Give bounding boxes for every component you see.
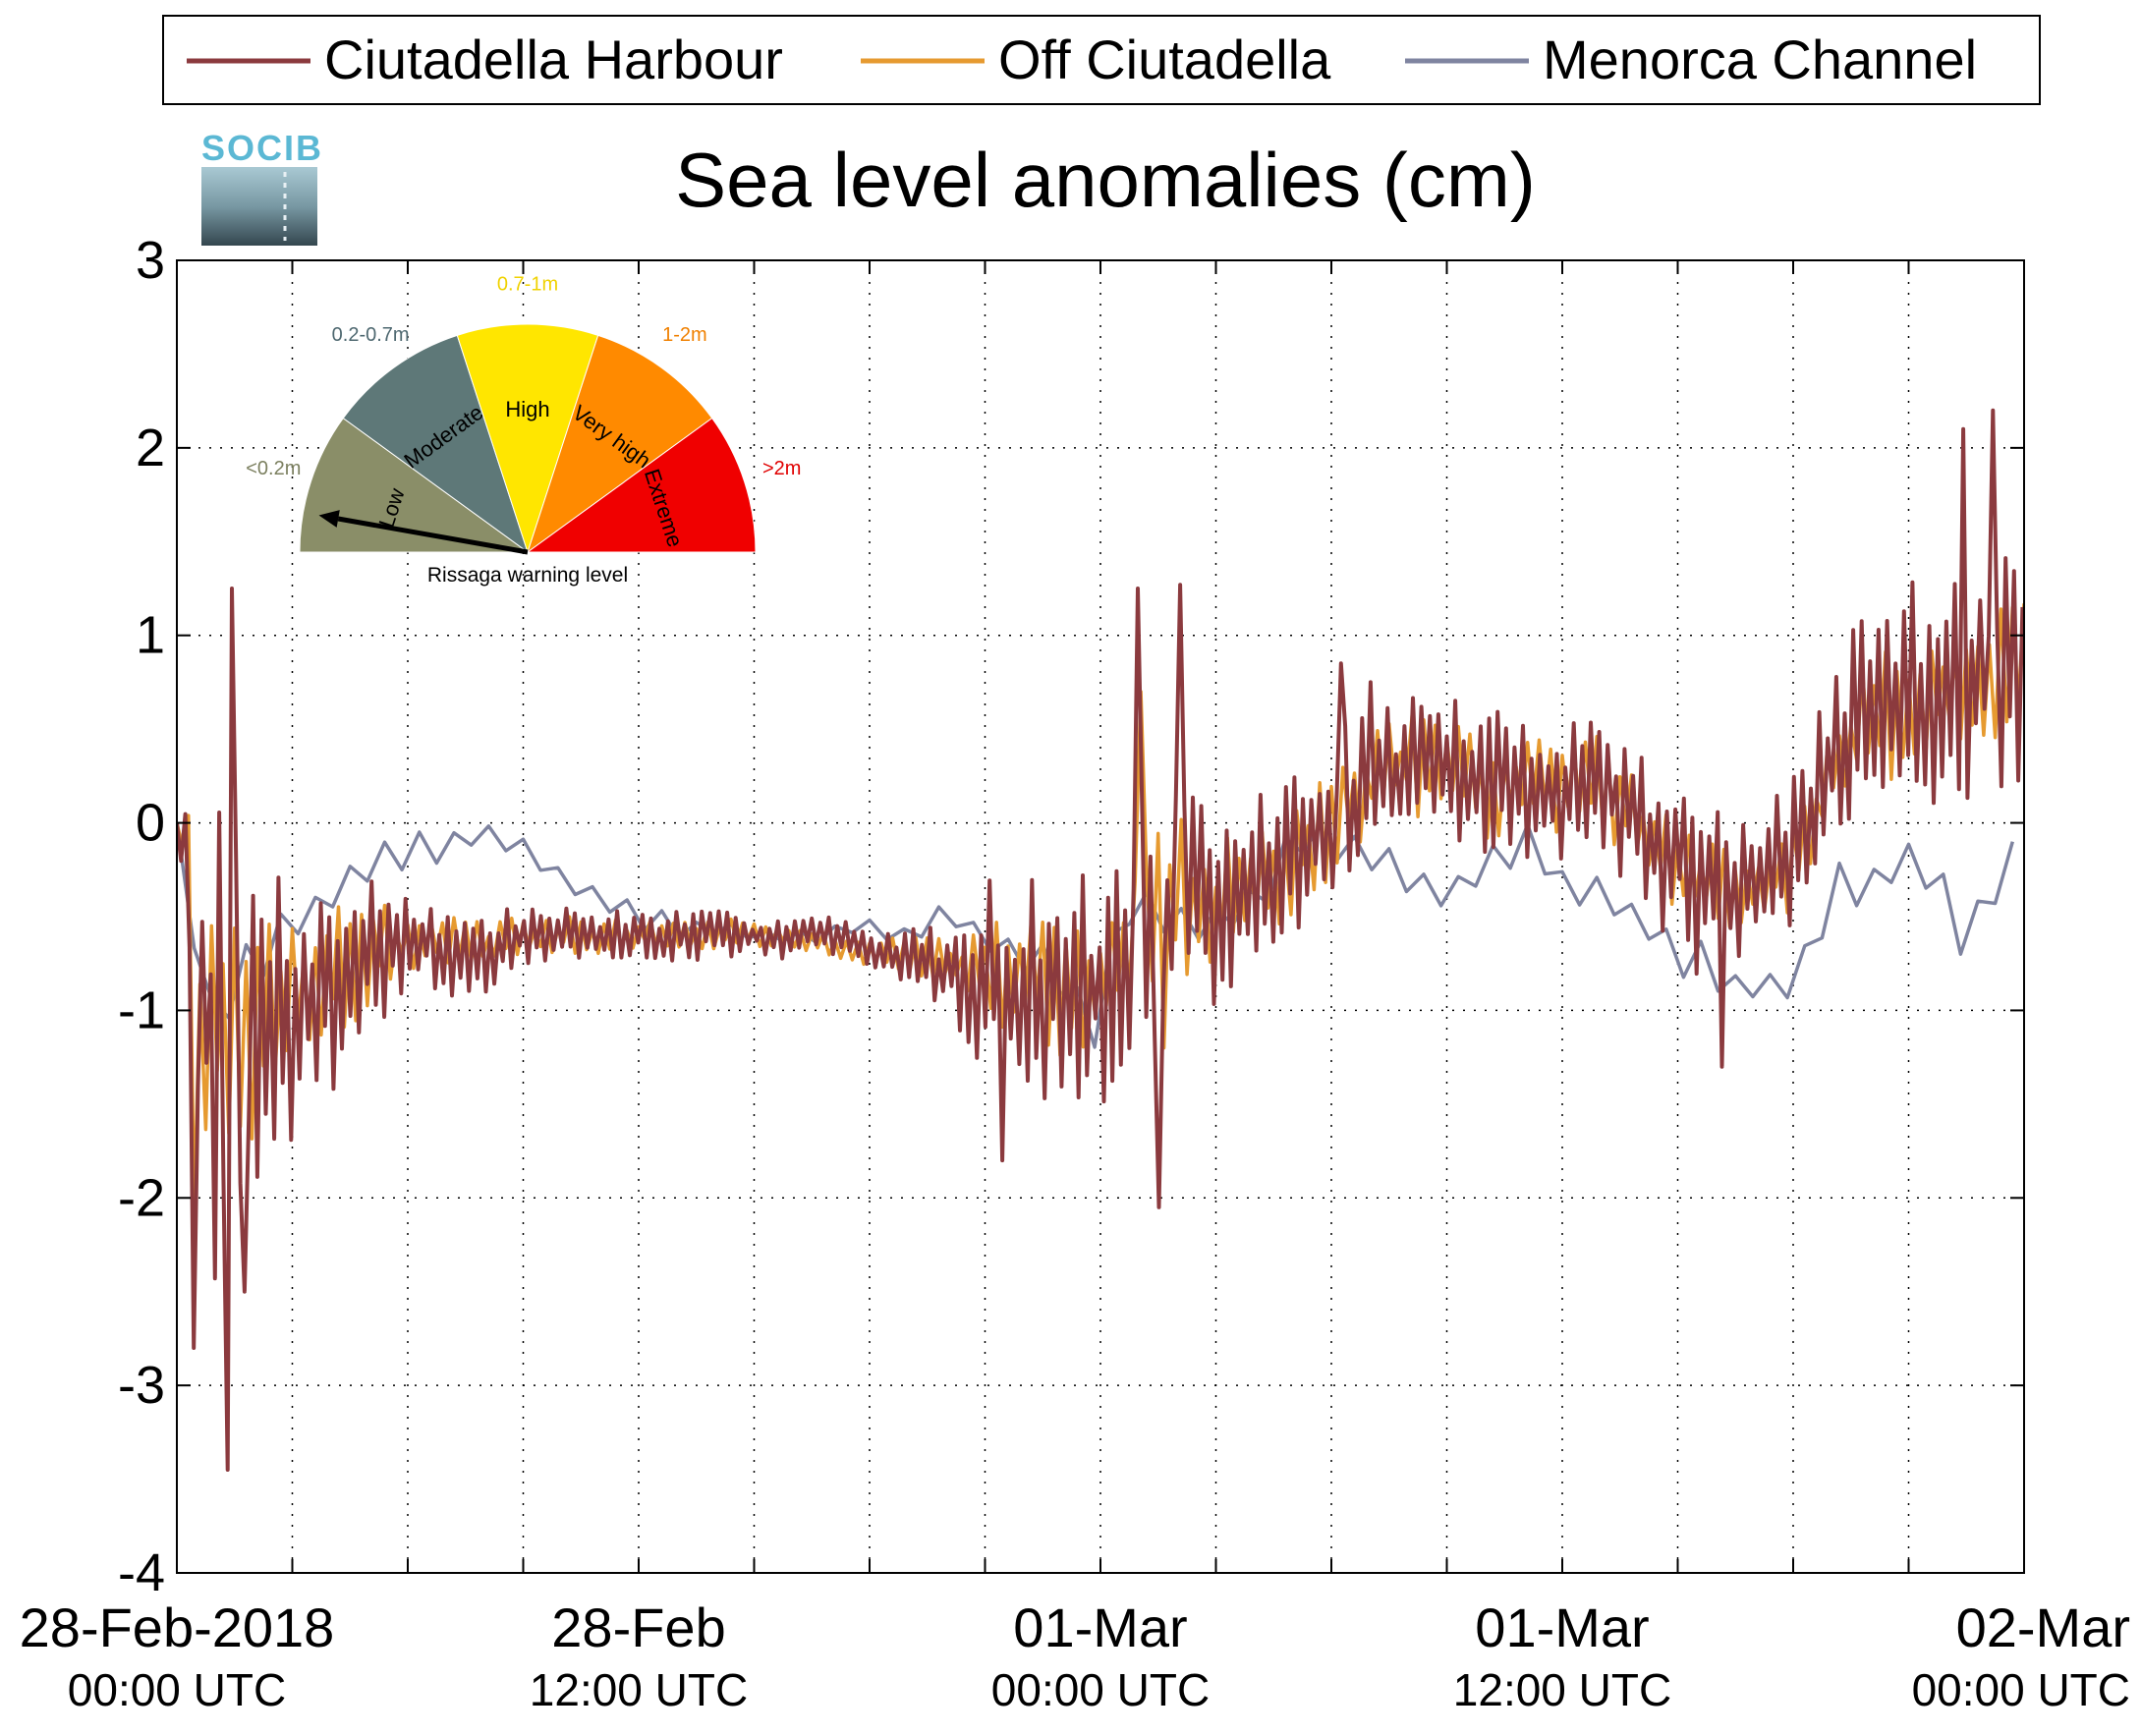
y-tick-label: 2 — [136, 419, 165, 477]
x-tick-label-date: 28-Feb-2018 — [20, 1596, 335, 1658]
x-tick-label-date: 01-Mar — [1475, 1596, 1649, 1658]
gauge-range-label: 0.7-1m — [497, 273, 558, 295]
gauge-segment-moderate — [342, 334, 529, 554]
gauge-range-label: 0.2-0.7m — [332, 324, 410, 346]
gauge-segment-low — [299, 417, 530, 553]
socib-logo: SOCIB — [201, 128, 323, 246]
gauge-segment-extreme — [526, 417, 757, 553]
chart-title: Sea level anomalies (cm) — [675, 137, 1536, 223]
gauge-segment-very-high — [527, 334, 713, 554]
x-axis-tick-labels: 28-Feb-2018 00:00 UTC 28-Feb 12:00 UTC 01-Ma… — [20, 1596, 2130, 1715]
x-tick-label-date: 02-Mar — [1956, 1596, 2130, 1658]
x-tick-label-time: 00:00 UTC — [68, 1664, 286, 1715]
gauge-range-label: 1-2m — [662, 324, 707, 346]
x-tick-label-time: 00:00 UTC — [991, 1664, 1210, 1715]
gauge-range-label: >2m — [762, 458, 801, 479]
series-line-ciutadella-harbour — [177, 408, 2024, 1472]
gauge-segment-high — [456, 323, 599, 554]
y-tick-label: -3 — [118, 1356, 165, 1415]
y-tick-label: -4 — [118, 1543, 165, 1602]
legend-label-menorca-channel: Menorca Channel — [1543, 28, 1977, 90]
x-tick-label-time: 12:00 UTC — [1453, 1664, 1671, 1715]
legend-label-off-ciutadella: Off Ciutadella — [998, 28, 1331, 90]
y-axis-tick-labels: 3 2 1 0 -1 -2 -3 -4 — [118, 231, 165, 1602]
legend-label-ciutadella-harbour: Ciutadella Harbour — [324, 28, 783, 90]
y-tick-label: 0 — [136, 794, 165, 853]
legend: Ciutadella Harbour Off Ciutadella Menorc… — [162, 15, 2041, 105]
y-tick-label: 1 — [136, 606, 165, 665]
x-tick-label-time: 00:00 UTC — [1912, 1664, 2130, 1715]
gauge-caption: Rissaga warning level — [427, 564, 628, 587]
y-tick-label: -1 — [118, 980, 165, 1039]
axis-ticks — [176, 259, 2025, 1574]
x-tick-label-time: 12:00 UTC — [530, 1664, 748, 1715]
series-line-menorca-channel — [177, 822, 2014, 1049]
x-tick-label-date: 28-Feb — [551, 1596, 725, 1658]
gauge-needle-head — [318, 510, 340, 528]
gauge-needle — [337, 516, 529, 555]
y-tick-label: 3 — [136, 231, 165, 290]
x-tick-label-date: 01-Mar — [1013, 1596, 1187, 1658]
gauge-range-label: <0.2m — [246, 458, 301, 479]
series-layer — [177, 408, 2024, 1472]
logo-text: SOCIB — [201, 128, 323, 168]
gauge-level-label: High — [505, 397, 549, 421]
y-tick-label: -2 — [118, 1168, 165, 1227]
